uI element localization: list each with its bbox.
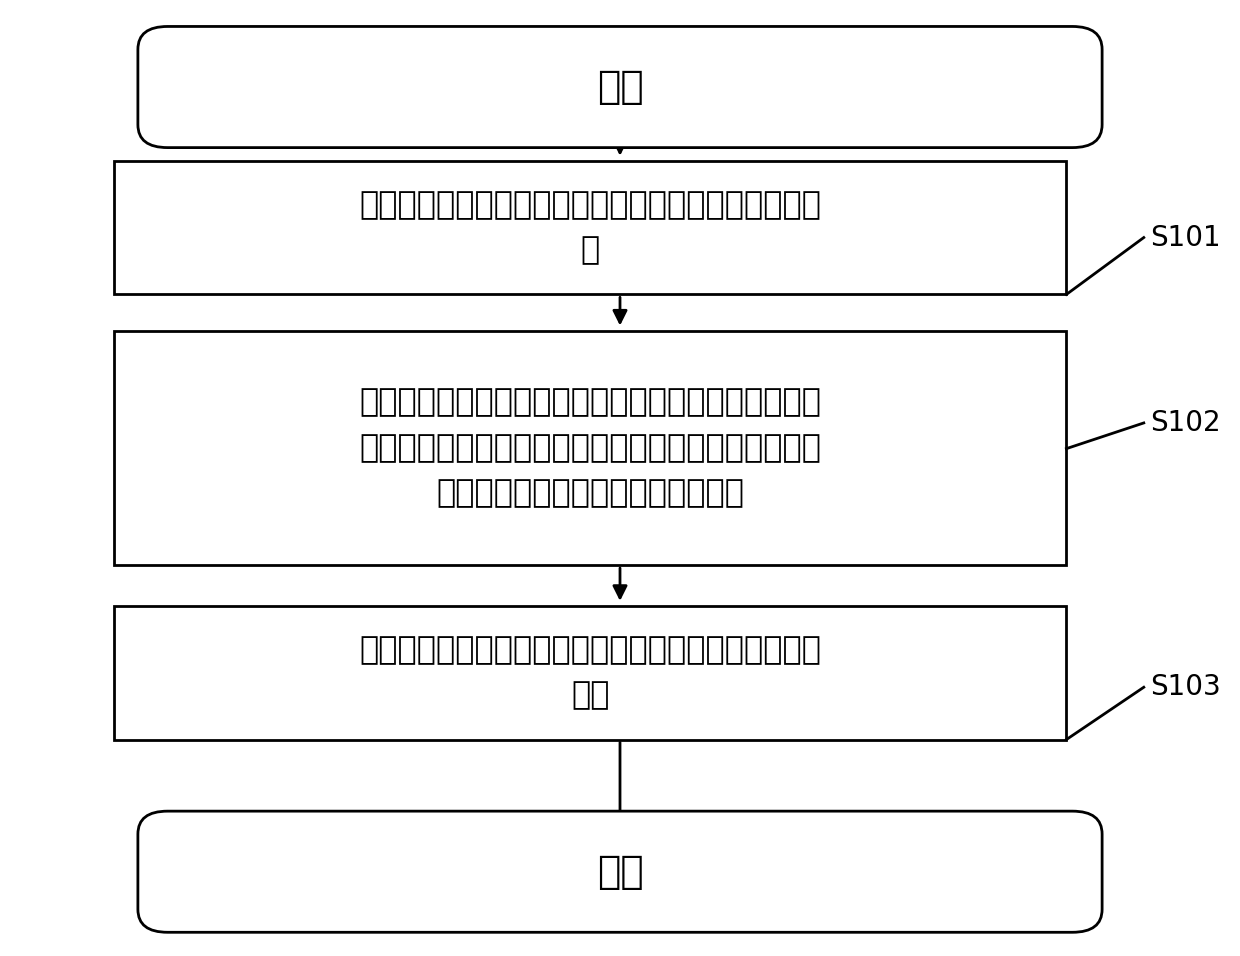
Text: 结束: 结束 [596, 853, 644, 891]
Bar [114, 331, 1066, 565]
Text: 根据所有所述待加工点生成金刚石车削自由曲面的车削
路径: 根据所有所述待加工点生成金刚石车削自由曲面的车削 路径 [360, 635, 821, 711]
FancyBboxPatch shape [138, 811, 1102, 932]
Text: S101: S101 [1149, 224, 1220, 251]
Text: 将所述车削路径拟合曲线方程代入目标工件的自由曲面
方程得到一元函数，并在所述一元函数上利用插値误差
理论确定所述目标工件上的待加工点: 将所述车削路径拟合曲线方程代入目标工件的自由曲面 方程得到一元函数，并在所述一元… [360, 387, 821, 510]
Bar [114, 606, 1066, 740]
Text: 开始: 开始 [596, 68, 644, 106]
Bar [114, 162, 1066, 294]
Text: S103: S103 [1149, 673, 1220, 702]
FancyBboxPatch shape [138, 27, 1102, 147]
Text: 根据刀具半径和刀痕残差高度得到车削路径拟合曲线方
程: 根据刀具半径和刀痕残差高度得到车削路径拟合曲线方 程 [360, 189, 821, 266]
Text: S102: S102 [1149, 409, 1220, 437]
